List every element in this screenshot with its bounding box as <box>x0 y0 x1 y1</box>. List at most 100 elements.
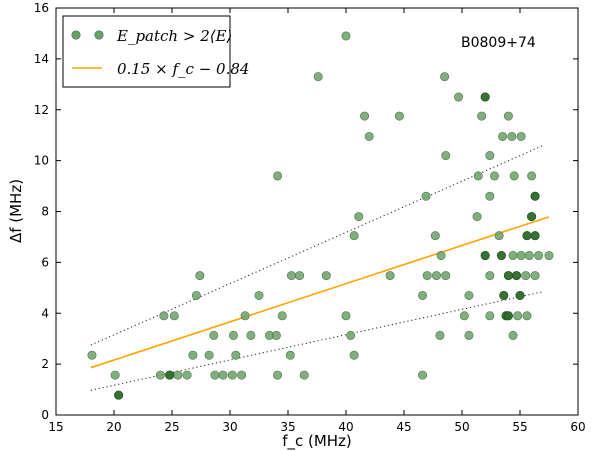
data-point-overlap <box>480 251 490 261</box>
data-point <box>209 330 219 340</box>
data-point <box>346 330 356 340</box>
data-point <box>273 370 283 380</box>
data-point <box>191 290 201 300</box>
x-tick-label: 45 <box>396 420 411 434</box>
y-tick-label: 6 <box>41 255 49 269</box>
data-point <box>110 370 120 380</box>
data-point <box>472 212 482 222</box>
data-point <box>210 370 220 380</box>
data-point <box>227 370 237 380</box>
data-point <box>240 311 250 321</box>
data-point <box>485 311 495 321</box>
data-point <box>231 350 241 360</box>
data-point <box>421 191 431 201</box>
y-tick-label: 14 <box>34 52 49 66</box>
data-point <box>321 271 331 281</box>
y-tick-label: 2 <box>41 357 49 371</box>
data-point <box>477 111 487 121</box>
data-point <box>188 350 198 360</box>
data-point <box>485 151 495 161</box>
y-axis-ticks: 0 2 4 6 8 10 12 14 16 <box>34 1 578 422</box>
data-point <box>277 311 287 321</box>
legend-box <box>62 15 231 88</box>
data-point <box>349 231 359 241</box>
data-point <box>459 311 469 321</box>
data-point <box>430 231 440 241</box>
legend-label-fit: 0.15 × f_c − 0.84 <box>117 60 249 78</box>
data-point <box>341 31 351 41</box>
data-point <box>254 290 264 300</box>
data-point <box>516 131 526 141</box>
data-point <box>169 311 179 321</box>
data-point-overlap <box>114 390 124 400</box>
data-point <box>285 350 295 360</box>
x-tick-label: 30 <box>222 420 237 434</box>
legend-marker-left <box>71 30 81 40</box>
x-tick-label: 40 <box>338 420 353 434</box>
data-point <box>431 271 441 281</box>
data-point-overlap <box>496 251 506 261</box>
y-tick-label: 16 <box>34 1 49 15</box>
data-point <box>440 72 450 82</box>
data-point <box>435 330 445 340</box>
fit-line <box>90 216 550 369</box>
data-point <box>228 330 238 340</box>
data-point <box>246 330 256 340</box>
data-point-overlap <box>530 231 540 241</box>
x-tick-label: 25 <box>164 420 179 434</box>
data-point <box>385 271 395 281</box>
data-point <box>394 111 404 121</box>
data-point <box>295 271 305 281</box>
data-point <box>485 191 495 201</box>
data-point <box>508 330 518 340</box>
data-point <box>173 370 183 380</box>
data-point-overlap <box>512 271 522 281</box>
data-point <box>418 290 428 300</box>
data-point <box>494 231 504 241</box>
data-point <box>313 72 323 82</box>
x-tick-label: 60 <box>570 420 585 434</box>
data-point <box>485 271 495 281</box>
data-point <box>195 271 205 281</box>
x-axis-label: f_c (MHz) <box>282 432 352 451</box>
data-point <box>360 111 370 121</box>
data-point <box>364 131 374 141</box>
data-point <box>522 311 532 321</box>
legend-label-points: E_patch > 2⟨E⟩ <box>116 27 232 45</box>
data-point <box>155 370 165 380</box>
data-point <box>454 92 464 102</box>
data-point <box>204 350 214 360</box>
data-point <box>273 171 283 181</box>
data-point <box>299 370 309 380</box>
data-point <box>159 311 169 321</box>
data-point-overlap <box>503 271 513 281</box>
data-point <box>441 151 451 161</box>
pulsar-name-annotation: B0809+74 <box>461 35 536 51</box>
scatter-points <box>87 31 554 400</box>
data-point <box>271 330 281 340</box>
data-point <box>498 131 508 141</box>
data-point-overlap <box>480 92 490 102</box>
data-point <box>527 171 537 181</box>
data-point <box>507 131 517 141</box>
data-point <box>508 251 518 261</box>
y-tick-label: 4 <box>41 306 49 320</box>
data-point <box>544 251 554 261</box>
data-point-overlap <box>527 212 537 222</box>
data-point-overlap <box>503 311 513 321</box>
upper-bound-line <box>90 144 544 346</box>
data-point <box>349 350 359 360</box>
x-tick-label: 50 <box>454 420 469 434</box>
data-point-overlap <box>165 370 175 380</box>
data-point <box>436 251 446 261</box>
data-point <box>218 370 228 380</box>
data-point <box>509 171 519 181</box>
data-point <box>524 251 534 261</box>
legend-marker-right <box>94 30 104 40</box>
y-axis-label: Δf (MHz) <box>7 179 25 243</box>
data-point <box>422 271 432 281</box>
y-tick-label: 0 <box>41 408 49 422</box>
x-tick-label: 35 <box>280 420 295 434</box>
data-point <box>87 350 97 360</box>
data-point <box>354 212 364 222</box>
